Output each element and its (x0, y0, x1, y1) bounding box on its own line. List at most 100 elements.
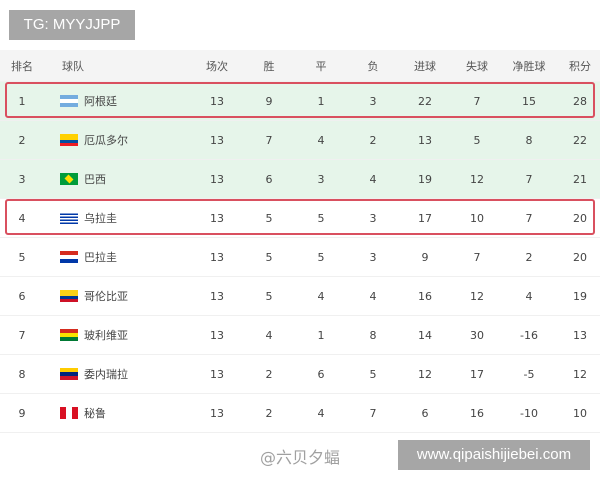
goals-against-cell: 30 (470, 328, 484, 342)
played-cell: 13 (210, 172, 224, 186)
goals-against-cell: 12 (470, 172, 484, 186)
draws-cell: 4 (317, 406, 325, 420)
goals-against-cell: 5 (473, 133, 481, 147)
ecuador-flag-icon (60, 134, 78, 146)
goals-against-cell: 10 (470, 211, 484, 225)
wins-cell: 7 (265, 133, 273, 147)
wins-cell: 5 (265, 250, 273, 264)
brazil-flag-icon (60, 173, 78, 185)
points-cell: 20 (573, 250, 587, 264)
draws-cell: 3 (317, 172, 325, 186)
team-cell: 巴西 (60, 160, 200, 198)
goal-diff-cell: 15 (522, 94, 536, 108)
team-cell: 哥伦比亚 (60, 277, 200, 315)
points-cell: 21 (573, 172, 587, 186)
goals-against-cell: 17 (470, 367, 484, 381)
wins-cell: 2 (265, 406, 273, 420)
played-cell: 13 (210, 406, 224, 420)
table-row: 1 阿根廷 13 9 1 3 22 7 15 28 (0, 82, 600, 121)
wins-cell: 9 (265, 94, 273, 108)
played-cell: 13 (210, 367, 224, 381)
team-name: 巴拉圭 (84, 251, 117, 264)
wins-cell: 5 (265, 211, 273, 225)
goal-diff-cell: -16 (520, 328, 538, 342)
played-cell: 13 (210, 250, 224, 264)
losses-cell: 5 (369, 367, 377, 381)
goals-for-cell: 22 (418, 94, 432, 108)
header-rank: 排名 (11, 60, 33, 73)
team-cell: 厄瓜多尔 (60, 121, 200, 159)
header-losses: 负 (367, 60, 379, 73)
wins-cell: 2 (265, 367, 273, 381)
uruguay-flag-icon (60, 212, 78, 224)
watermark-tg: TG: MYYJJPP (9, 10, 135, 40)
goals-for-cell: 17 (418, 211, 432, 225)
losses-cell: 3 (369, 250, 377, 264)
team-cell: 玻利维亚 (60, 316, 200, 354)
goal-diff-cell: 2 (525, 250, 533, 264)
argentina-flag-icon (60, 95, 78, 107)
goals-against-cell: 12 (470, 289, 484, 303)
losses-cell: 2 (369, 133, 377, 147)
team-name: 哥伦比亚 (84, 290, 128, 303)
goals-against-cell: 16 (470, 406, 484, 420)
header-points: 积分 (569, 60, 591, 73)
losses-cell: 7 (369, 406, 377, 420)
losses-cell: 8 (369, 328, 377, 342)
goal-diff-cell: -5 (523, 367, 535, 381)
played-cell: 13 (210, 133, 224, 147)
header-draws: 平 (315, 60, 327, 73)
goals-against-cell: 7 (473, 94, 481, 108)
goals-for-cell: 14 (418, 328, 432, 342)
draws-cell: 5 (317, 250, 325, 264)
table-row: 7 玻利维亚 13 4 1 8 14 30 -16 13 (0, 316, 600, 355)
rank-cell: 7 (18, 328, 26, 342)
team-cell: 阿根廷 (60, 82, 200, 120)
played-cell: 13 (210, 94, 224, 108)
team-name: 阿根廷 (84, 95, 117, 108)
points-cell: 13 (573, 328, 587, 342)
rank-cell: 2 (18, 133, 26, 147)
paraguay-flag-icon (60, 251, 78, 263)
rank-cell: 5 (18, 250, 26, 264)
table-row: 9 秘鲁 13 2 4 7 6 16 -10 10 (0, 394, 600, 433)
points-cell: 20 (573, 211, 587, 225)
team-cell: 委内瑞拉 (60, 355, 200, 393)
points-cell: 12 (573, 367, 587, 381)
wins-cell: 6 (265, 172, 273, 186)
losses-cell: 3 (369, 94, 377, 108)
bolivia-flag-icon (60, 329, 78, 341)
points-cell: 28 (573, 94, 587, 108)
points-cell: 19 (573, 289, 587, 303)
team-cell: 秘鲁 (60, 394, 200, 432)
played-cell: 13 (210, 211, 224, 225)
table-row: 5 巴拉圭 13 5 5 3 9 7 2 20 (0, 238, 600, 277)
table-row: 3 巴西 13 6 3 4 19 12 7 21 (0, 160, 600, 199)
goals-for-cell: 9 (421, 250, 429, 264)
wins-cell: 5 (265, 289, 273, 303)
table-row: 6 哥伦比亚 13 5 4 4 16 12 4 19 (0, 277, 600, 316)
watermark-site: www.qipaishijiebei.com (398, 440, 590, 470)
standings-table: 排名 球队 场次 胜 平 负 进球 失球 净胜球 积分 1 阿根廷 13 9 1 3 22… (0, 50, 600, 433)
draws-cell: 1 (317, 94, 325, 108)
team-cell: 乌拉圭 (60, 199, 200, 237)
team-name: 乌拉圭 (84, 212, 117, 225)
team-cell: 巴拉圭 (60, 238, 200, 276)
draws-cell: 1 (317, 328, 325, 342)
points-cell: 22 (573, 133, 587, 147)
peru-flag-icon (60, 407, 78, 419)
goal-diff-cell: 7 (525, 172, 533, 186)
goals-for-cell: 6 (421, 406, 429, 420)
draws-cell: 4 (317, 133, 325, 147)
header-team: 球队 (62, 60, 84, 73)
losses-cell: 4 (369, 172, 377, 186)
team-name: 厄瓜多尔 (84, 134, 128, 147)
draws-cell: 4 (317, 289, 325, 303)
rank-cell: 3 (18, 172, 26, 186)
draws-cell: 5 (317, 211, 325, 225)
header-wins: 胜 (263, 60, 275, 73)
table-row: 4 乌拉圭 13 5 5 3 17 10 7 20 (0, 199, 600, 238)
watermark-author: @六贝夕蝠 (260, 448, 341, 467)
losses-cell: 3 (369, 211, 377, 225)
rank-cell: 9 (18, 406, 26, 420)
